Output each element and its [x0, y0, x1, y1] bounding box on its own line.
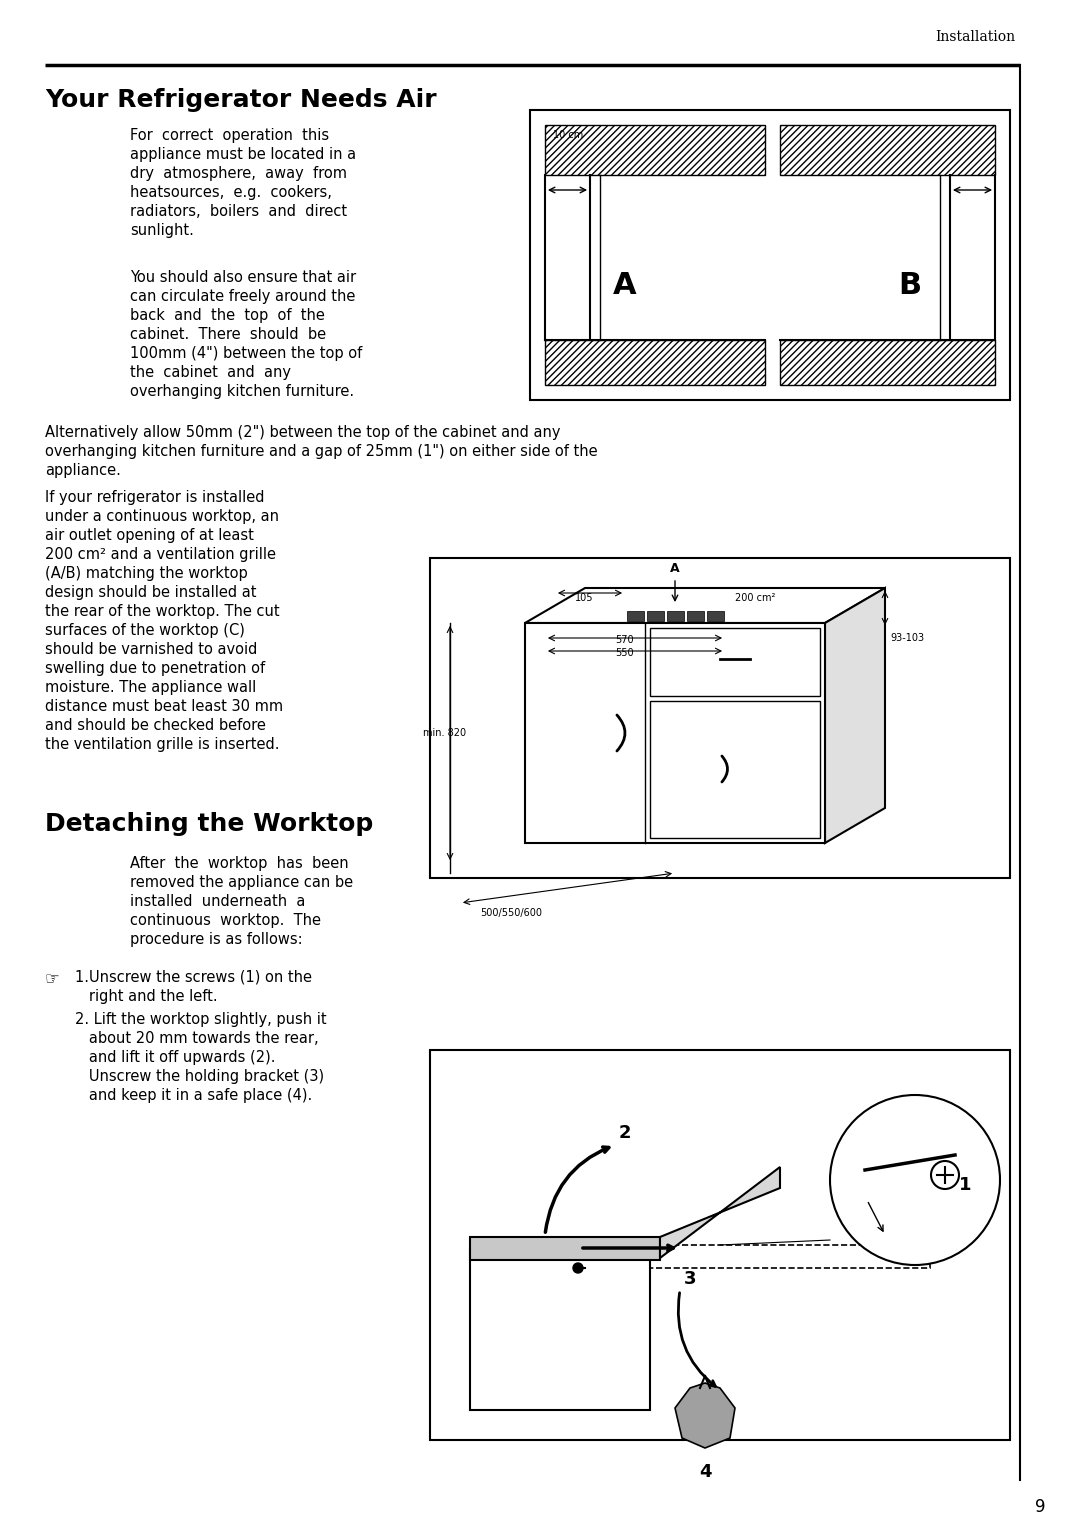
- Bar: [650, 700, 820, 838]
- Text: After  the  worktop  has  been: After the worktop has been: [130, 856, 349, 871]
- Text: 9: 9: [1035, 1499, 1045, 1515]
- Bar: [530, 110, 1010, 400]
- Text: 2: 2: [564, 1244, 577, 1260]
- Text: and should be checked before: and should be checked before: [45, 719, 266, 732]
- Text: overhanging kitchen furniture and a gap of 25mm (1") on either side of the: overhanging kitchen furniture and a gap …: [45, 444, 597, 459]
- Text: distance must beat least 30 mm: distance must beat least 30 mm: [45, 699, 283, 714]
- Text: swelling due to penetration of: swelling due to penetration of: [45, 661, 265, 676]
- Circle shape: [931, 1161, 959, 1189]
- Text: 570: 570: [616, 635, 634, 645]
- Text: Your Refrigerator Needs Air: Your Refrigerator Needs Air: [45, 89, 436, 111]
- Text: 4: 4: [699, 1463, 712, 1482]
- Bar: [470, 1238, 660, 1260]
- Circle shape: [573, 1264, 583, 1273]
- Text: 10 cm: 10 cm: [553, 130, 583, 140]
- Text: 200 cm²: 200 cm²: [735, 594, 775, 603]
- Bar: [687, 610, 704, 621]
- Text: and keep it in a safe place (4).: and keep it in a safe place (4).: [75, 1088, 312, 1103]
- Text: min. 820: min. 820: [423, 728, 467, 739]
- Text: Alternatively allow 50mm (2") between the top of the cabinet and any: Alternatively allow 50mm (2") between th…: [45, 426, 561, 439]
- Text: 2: 2: [619, 1125, 631, 1141]
- Text: Detaching the Worktop: Detaching the Worktop: [45, 812, 374, 836]
- Text: removed the appliance can be: removed the appliance can be: [130, 874, 353, 890]
- Bar: [650, 629, 820, 696]
- Text: the ventilation grille is inserted.: the ventilation grille is inserted.: [45, 737, 280, 752]
- Bar: [430, 559, 1010, 877]
- Polygon shape: [825, 588, 885, 842]
- Text: installed  underneath  a: installed underneath a: [130, 894, 306, 909]
- Text: (A/B) matching the worktop: (A/B) matching the worktop: [45, 566, 247, 581]
- Text: procedure is as follows:: procedure is as follows:: [130, 932, 302, 948]
- Polygon shape: [525, 588, 885, 623]
- Text: 105: 105: [575, 594, 594, 603]
- Text: back  and  the  top  of  the: back and the top of the: [130, 308, 325, 324]
- Bar: [430, 1050, 1010, 1441]
- Text: 2. Lift the worktop slightly, push it: 2. Lift the worktop slightly, push it: [75, 1012, 326, 1027]
- Text: continuous  worktop.  The: continuous worktop. The: [130, 913, 321, 928]
- Text: dry  atmosphere,  away  from: dry atmosphere, away from: [130, 166, 347, 182]
- Text: Unscrew the holding bracket (3): Unscrew the holding bracket (3): [75, 1070, 324, 1083]
- Text: 200 cm² and a ventilation grille: 200 cm² and a ventilation grille: [45, 546, 276, 562]
- Text: moisture. The appliance wall: moisture. The appliance wall: [45, 681, 256, 694]
- Text: should be varnished to avoid: should be varnished to avoid: [45, 642, 257, 658]
- Text: under a continuous worktop, an: under a continuous worktop, an: [45, 510, 279, 523]
- Bar: [545, 125, 765, 175]
- Bar: [470, 1245, 930, 1268]
- Text: 550: 550: [616, 649, 634, 658]
- Bar: [545, 340, 765, 385]
- Text: A: A: [671, 562, 679, 575]
- Text: surfaces of the worktop (C): surfaces of the worktop (C): [45, 623, 245, 638]
- Text: cabinet.  There  should  be: cabinet. There should be: [130, 327, 326, 342]
- Text: about 20 mm towards the rear,: about 20 mm towards the rear,: [75, 1032, 319, 1045]
- Text: 100mm (4") between the top of: 100mm (4") between the top of: [130, 346, 362, 362]
- Text: appliance.: appliance.: [45, 462, 121, 478]
- Text: the  cabinet  and  any: the cabinet and any: [130, 365, 291, 380]
- Text: air outlet opening of at least: air outlet opening of at least: [45, 528, 254, 543]
- Text: 3: 3: [684, 1270, 697, 1288]
- Bar: [627, 610, 644, 621]
- Text: For  correct  operation  this: For correct operation this: [130, 128, 329, 143]
- Text: sunlight.: sunlight.: [130, 223, 194, 238]
- Text: design should be installed at: design should be installed at: [45, 584, 257, 600]
- Text: Installation: Installation: [935, 31, 1015, 44]
- Text: You should also ensure that air: You should also ensure that air: [130, 270, 356, 285]
- Polygon shape: [675, 1383, 735, 1448]
- Text: 1.Unscrew the screws (1) on the: 1.Unscrew the screws (1) on the: [75, 971, 312, 984]
- Text: B: B: [899, 270, 921, 299]
- Text: 1: 1: [959, 1177, 971, 1193]
- Bar: [780, 340, 995, 385]
- Text: and lift it off upwards (2).: and lift it off upwards (2).: [75, 1050, 275, 1065]
- Bar: [780, 125, 995, 175]
- Text: A: A: [613, 270, 637, 299]
- Text: 93-103: 93-103: [890, 633, 924, 642]
- Text: appliance must be located in a: appliance must be located in a: [130, 146, 356, 162]
- Text: heatsources,  e.g.  cookers,: heatsources, e.g. cookers,: [130, 185, 332, 200]
- Bar: [707, 610, 724, 621]
- Bar: [470, 1250, 650, 1410]
- Text: 500/550/600: 500/550/600: [480, 908, 542, 919]
- Text: can circulate freely around the: can circulate freely around the: [130, 288, 355, 304]
- Bar: [525, 623, 825, 842]
- Text: right and the left.: right and the left.: [75, 989, 218, 1004]
- Bar: [667, 610, 684, 621]
- Text: If your refrigerator is installed: If your refrigerator is installed: [45, 490, 265, 505]
- Text: the rear of the worktop. The cut: the rear of the worktop. The cut: [45, 604, 280, 620]
- Polygon shape: [660, 1167, 780, 1257]
- Circle shape: [831, 1096, 1000, 1265]
- Text: radiators,  boilers  and  direct: radiators, boilers and direct: [130, 204, 347, 220]
- Text: ☞: ☞: [45, 971, 59, 987]
- Bar: [647, 610, 664, 621]
- Text: overhanging kitchen furniture.: overhanging kitchen furniture.: [130, 385, 354, 398]
